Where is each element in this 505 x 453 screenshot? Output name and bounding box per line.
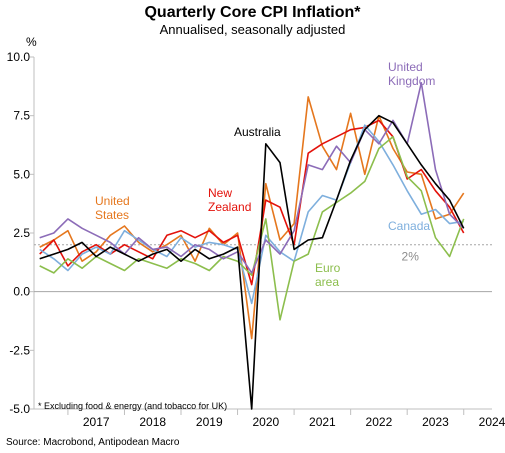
series-label-euro-area: Euro area <box>315 261 341 289</box>
series-line-australia <box>39 114 465 410</box>
source-note: Source: Macrobond, Antipodean Macro <box>6 437 180 448</box>
y-tick-label: -2.5 <box>9 343 30 357</box>
y-tick-label: -5.0 <box>9 402 30 416</box>
x-tick-label: 2021 <box>309 415 336 429</box>
series-label-united-kingdom: United Kingdom <box>388 60 435 88</box>
footnote: * Excluding food & energy (and tobacco f… <box>38 401 228 411</box>
series-lines <box>39 82 465 410</box>
y-tick-label: 2.5 <box>13 226 30 240</box>
y-tick-label: 10.0 <box>7 50 31 64</box>
y-axis: -5.0 -2.5 0.0 2.5 5.0 7.5 10.0 <box>7 50 35 416</box>
target-label: 2% <box>402 250 420 264</box>
x-tick-label: 2018 <box>139 415 166 429</box>
x-tick-label: 2023 <box>422 415 449 429</box>
x-tick-label: 2022 <box>366 415 393 429</box>
chart-subtitle: Annualised, seasonally adjusted <box>159 22 346 37</box>
chart-title: Quarterly Core CPI Inflation* <box>144 4 361 21</box>
y-tick-label: 5.0 <box>13 167 30 181</box>
x-tick-label: 2017 <box>83 415 110 429</box>
series-line-united-states <box>39 96 465 340</box>
series-label-united-states: United States <box>95 194 130 222</box>
series-line-euro-area <box>39 136 465 321</box>
y-tick-label: 0.0 <box>13 285 30 299</box>
series-label-australia: Australia <box>234 125 281 139</box>
x-tick-label: 2019 <box>196 415 223 429</box>
series-line-canada <box>39 124 464 305</box>
y-axis-unit: % <box>26 35 37 49</box>
y-tick-label: 7.5 <box>13 109 30 123</box>
series-line-united-kingdom <box>39 82 465 274</box>
x-tick-label: 2020 <box>252 415 279 429</box>
series-label-canada: Canada <box>388 219 430 233</box>
x-tick-label: 2024 <box>479 415 505 429</box>
series-labels: Australia United States New Zealand Canada Eur… <box>95 60 435 289</box>
series-label-new-zealand: New Zealand <box>208 186 251 214</box>
x-axis: 2017 2018 2019 2020 2021 2022 2023 2024 <box>34 408 505 429</box>
